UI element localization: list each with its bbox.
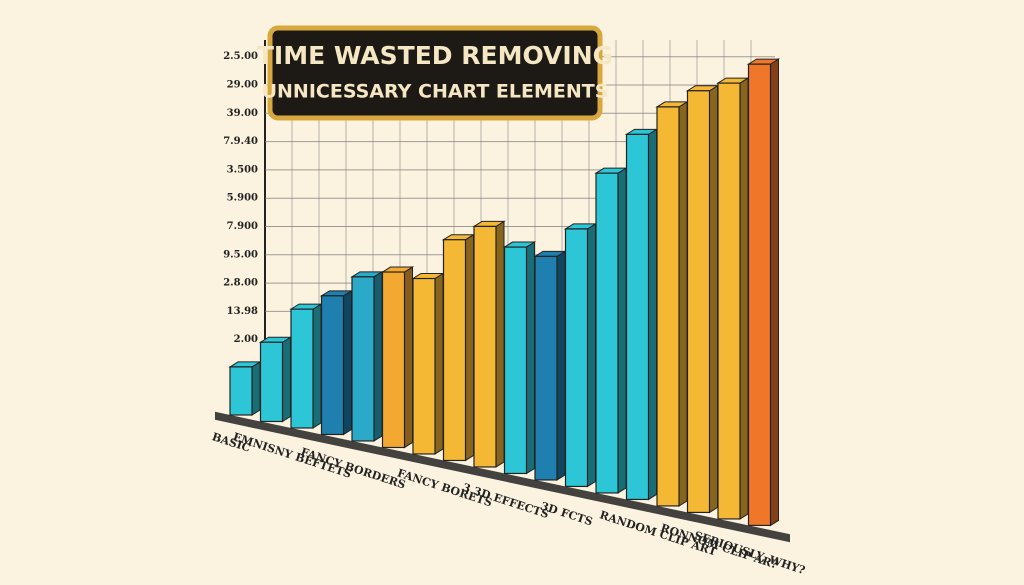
bar <box>412 277 436 455</box>
y-tick-label: 2.5.00 <box>223 51 258 62</box>
bar-side <box>312 303 322 429</box>
bar-side <box>709 84 718 514</box>
y-tick-label: 9.5.00 <box>223 249 258 260</box>
bar <box>290 308 314 429</box>
bar-side <box>343 289 352 436</box>
bar-side <box>678 101 688 507</box>
bar <box>625 133 650 501</box>
bar-side <box>373 270 383 442</box>
bar <box>442 239 467 462</box>
bars <box>215 58 790 543</box>
y-tick-label: 3.500 <box>227 164 258 175</box>
chart-subtitle: UNNICESSARY CHART ELEMENTS <box>262 81 609 103</box>
bar <box>686 90 711 514</box>
bar <box>534 255 558 481</box>
y-tick-label: 2.8.00 <box>223 278 258 289</box>
bar-side <box>495 220 505 468</box>
bar <box>564 228 589 488</box>
bar-side <box>617 167 627 494</box>
y-tick-label: 29.00 <box>227 80 258 91</box>
y-tick-label: 39.00 <box>227 108 258 119</box>
bar-side <box>251 360 261 416</box>
bar-side <box>465 233 474 462</box>
y-tick-label: 13.98 <box>227 306 258 317</box>
bar <box>229 366 253 416</box>
bar-side <box>587 223 596 488</box>
chart-title: TIME WASTED REMOVING <box>257 41 613 70</box>
bar <box>595 172 619 494</box>
title-box <box>267 25 603 121</box>
bar <box>503 246 528 475</box>
bar <box>747 63 772 527</box>
floor <box>215 411 790 543</box>
bar <box>351 276 375 442</box>
y-tick-label: 7.900 <box>227 221 258 232</box>
bar <box>259 341 284 423</box>
bar-side <box>648 128 657 501</box>
bar-side <box>526 241 535 475</box>
bar <box>320 295 345 436</box>
bar <box>473 225 497 468</box>
y-tick-label: 7.9.40 <box>223 136 258 147</box>
bar-side <box>770 58 779 527</box>
bar-side <box>556 250 566 481</box>
bar-side <box>282 336 291 423</box>
y-tick-label: 2.00 <box>234 334 258 345</box>
bar <box>717 82 741 520</box>
bar-side <box>434 272 444 455</box>
bar-side <box>739 77 749 520</box>
bar <box>381 271 406 449</box>
bar-side <box>404 266 413 449</box>
y-tick-label: 5.900 <box>227 193 258 204</box>
bar <box>656 106 680 507</box>
